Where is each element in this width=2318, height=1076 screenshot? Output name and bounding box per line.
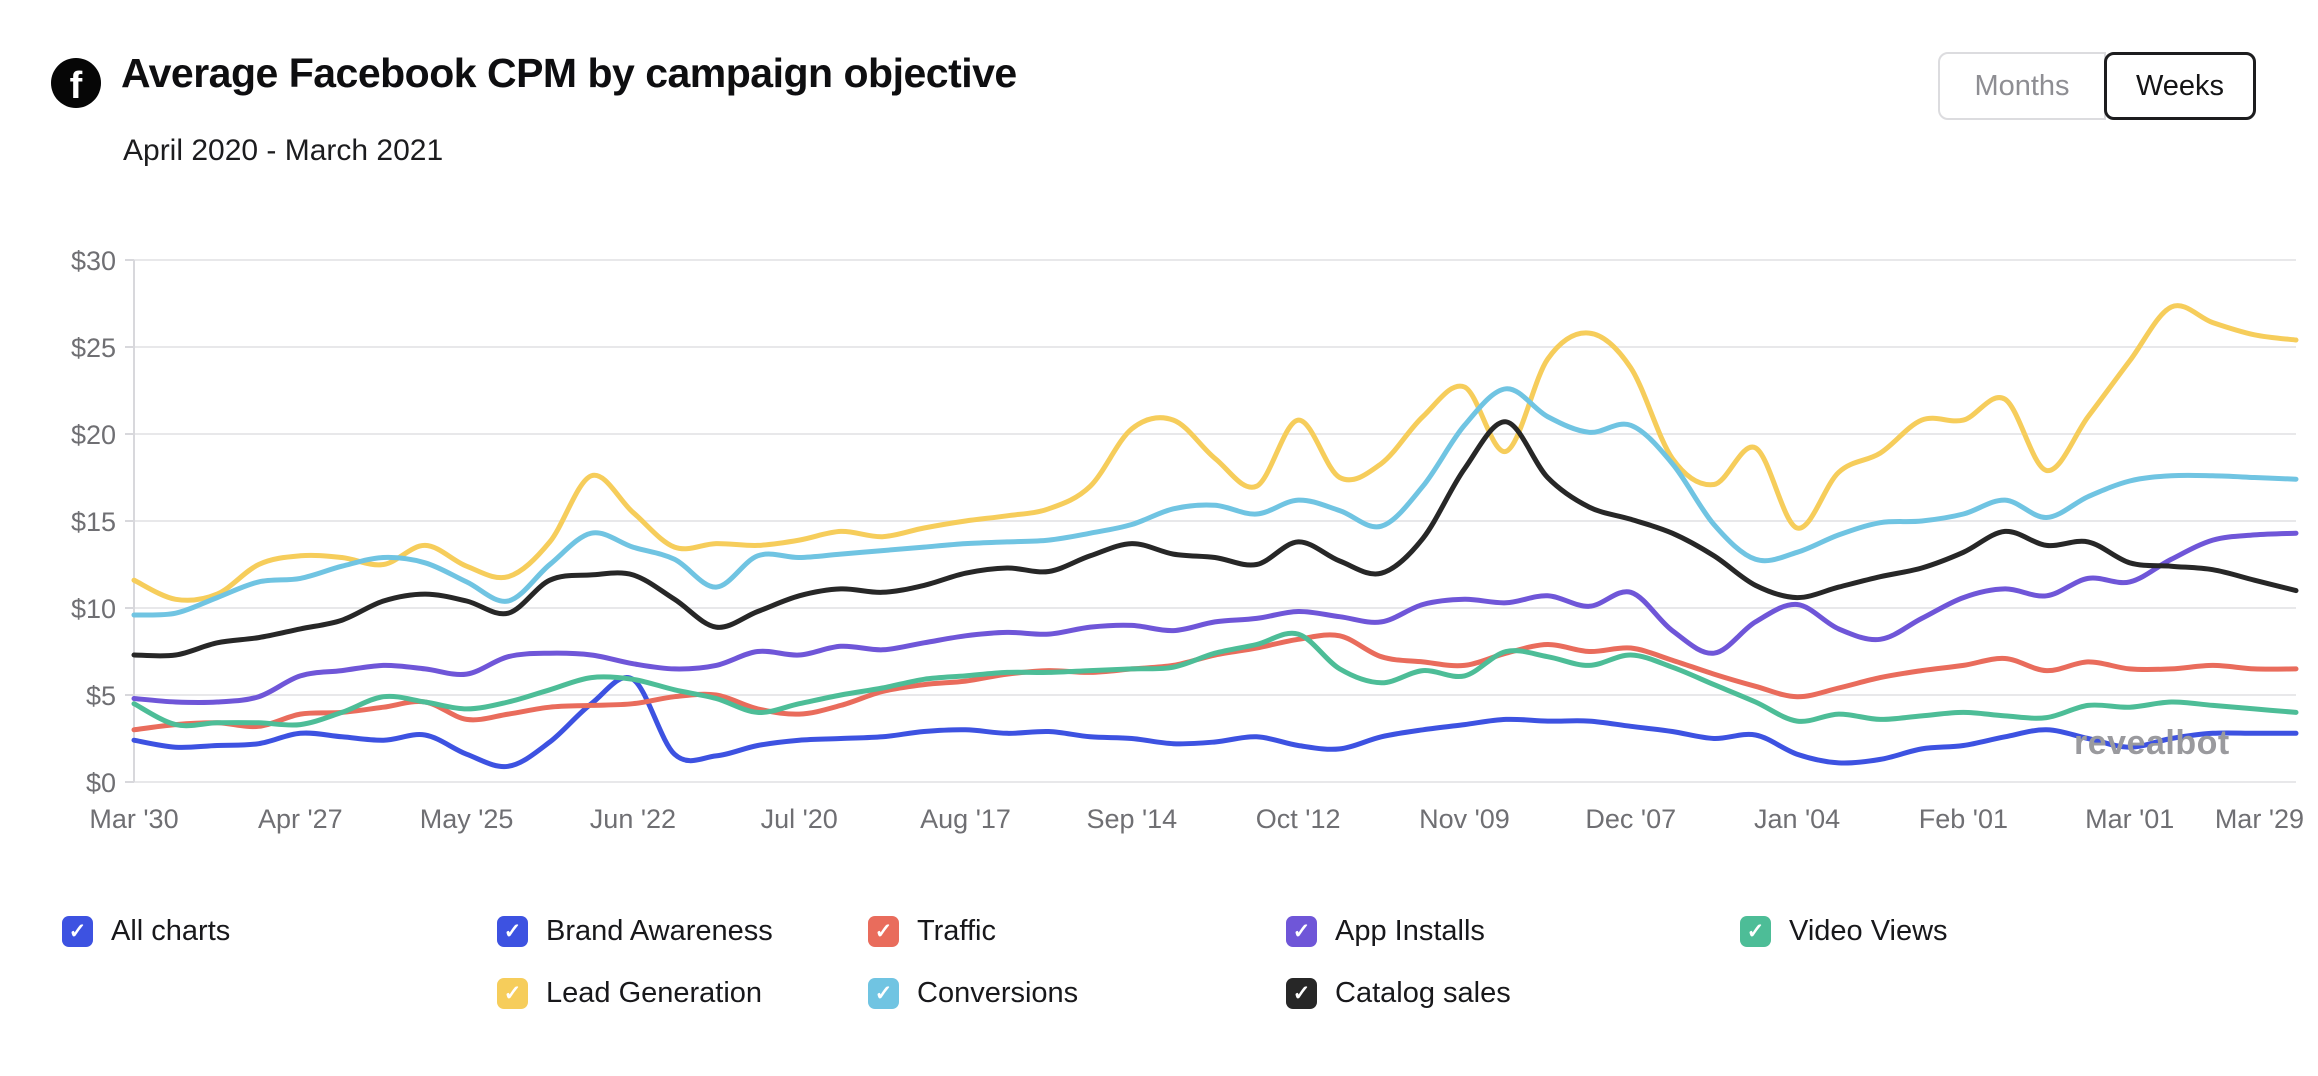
legend-label: Lead Generation <box>546 977 763 1009</box>
legend-checkbox-video-views[interactable]: ✓ Video Views <box>1740 916 1948 947</box>
checkmark-icon[interactable]: ✓ <box>497 916 528 947</box>
x-tick-label: Nov '09 <box>1419 804 1510 834</box>
series-line-lead-generation[interactable] <box>131 303 2299 603</box>
facebook-icon: f <box>51 58 101 108</box>
legend-label: Conversions <box>917 977 1079 1009</box>
x-tick-label: Apr '27 <box>258 804 343 834</box>
x-tick-label: Jul '20 <box>761 804 838 834</box>
x-tick-label: Oct '12 <box>1256 804 1341 834</box>
checkmark-icon[interactable]: ✓ <box>868 916 899 947</box>
legend-checkbox-conversions[interactable]: ✓ Conversions <box>868 978 1078 1009</box>
legend-label: Video Views <box>1789 915 1948 947</box>
x-tick-label: Mar '29 <box>2215 804 2304 834</box>
checkmark-icon[interactable]: ✓ <box>497 978 528 1009</box>
x-tick-label: Aug '17 <box>920 804 1011 834</box>
checkmark-icon[interactable]: ✓ <box>1286 978 1317 1009</box>
x-tick-label: May '25 <box>420 804 514 834</box>
legend-checkbox-catalog-sales[interactable]: ✓ Catalog sales <box>1286 978 1511 1009</box>
toggle-weeks-button[interactable]: Weeks <box>2104 52 2256 120</box>
checkmark-icon[interactable]: ✓ <box>1286 916 1317 947</box>
legend-label: All charts <box>111 915 231 947</box>
y-tick-label: $0 <box>86 768 116 798</box>
series-line-catalog-sales[interactable] <box>131 419 2299 659</box>
legend-label: Traffic <box>917 915 996 947</box>
y-tick-label: $15 <box>71 507 116 537</box>
checkmark-icon[interactable]: ✓ <box>1740 916 1771 947</box>
date-range-subtitle: April 2020 - March 2021 <box>123 134 444 167</box>
y-tick-label: $30 <box>71 246 116 276</box>
page-title: Average Facebook CPM by campaign objecti… <box>121 50 1017 96</box>
x-tick-label: Mar '01 <box>2085 804 2174 834</box>
series-line-brand-awareness[interactable] <box>131 675 2299 770</box>
legend-checkbox-brand-awareness[interactable]: ✓ Brand Awareness <box>497 916 773 947</box>
legend-checkbox-lead-generation[interactable]: ✓ Lead Generation <box>497 978 762 1009</box>
x-tick-label: Sep '14 <box>1086 804 1177 834</box>
x-tick-label: Jun '22 <box>590 804 676 834</box>
x-tick-label: Jan '04 <box>1754 804 1840 834</box>
series-line-app-installs[interactable] <box>131 530 2299 705</box>
checkmark-icon[interactable]: ✓ <box>62 916 93 947</box>
x-tick-label: Dec '07 <box>1585 804 1676 834</box>
legend-label: App Installs <box>1335 915 1485 947</box>
checkmark-icon[interactable]: ✓ <box>868 978 899 1009</box>
x-tick-label: Mar '30 <box>89 804 178 834</box>
series-line-traffic[interactable] <box>131 632 2299 733</box>
revealbot-watermark: revealbot <box>2074 724 2230 762</box>
toggle-months-button[interactable]: Months <box>1938 52 2106 120</box>
series-line-video-views[interactable] <box>131 630 2299 729</box>
facebook-icon-glyph: f <box>69 65 83 107</box>
legend-checkbox-traffic[interactable]: ✓ Traffic <box>868 916 996 947</box>
y-tick-label: $5 <box>86 681 116 711</box>
y-tick-label: $10 <box>71 594 116 624</box>
legend-label: Brand Awareness <box>546 915 773 947</box>
legend-checkbox-app-installs[interactable]: ✓ App Installs <box>1286 916 1485 947</box>
y-tick-label: $25 <box>71 333 116 363</box>
x-tick-label: Feb '01 <box>1919 804 2008 834</box>
legend-label: Catalog sales <box>1335 977 1511 1009</box>
y-tick-label: $20 <box>71 420 116 450</box>
series-line-conversions[interactable] <box>131 386 2299 618</box>
legend-checkbox-all-charts[interactable]: ✓ All charts <box>62 916 230 947</box>
